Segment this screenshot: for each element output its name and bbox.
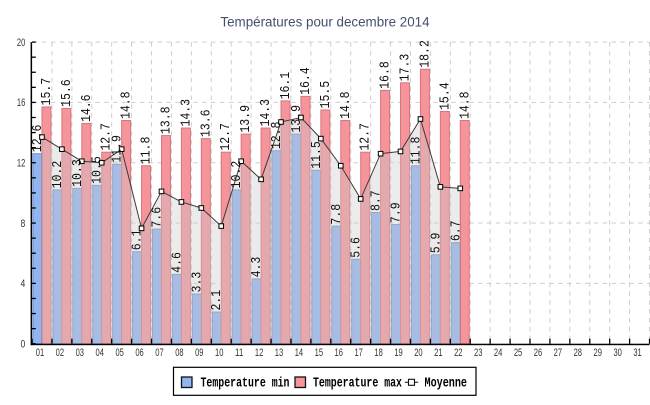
svg-text:14.3: 14.3 xyxy=(178,99,194,127)
svg-text:19: 19 xyxy=(394,347,402,359)
svg-text:09: 09 xyxy=(195,347,203,359)
svg-text:13.6: 13.6 xyxy=(198,110,214,138)
svg-text:06: 06 xyxy=(135,347,143,359)
svg-text:02: 02 xyxy=(56,347,64,359)
svg-text:12.8: 12.8 xyxy=(269,122,285,150)
svg-text:11: 11 xyxy=(235,347,243,359)
svg-text:4: 4 xyxy=(21,278,26,290)
svg-text:13.9: 13.9 xyxy=(238,105,254,133)
svg-text:17.3: 17.3 xyxy=(398,54,414,82)
svg-text:16.1: 16.1 xyxy=(278,72,294,100)
svg-text:Moyenne: Moyenne xyxy=(425,376,468,391)
svg-text:15.6: 15.6 xyxy=(59,79,75,107)
svg-text:7.8: 7.8 xyxy=(329,204,345,225)
svg-text:12.7: 12.7 xyxy=(99,123,115,151)
svg-text:0: 0 xyxy=(21,339,26,351)
svg-text:13: 13 xyxy=(275,347,283,359)
svg-text:08: 08 xyxy=(175,347,183,359)
svg-text:Temperature min: Temperature min xyxy=(201,376,290,391)
svg-text:31: 31 xyxy=(633,347,641,359)
svg-text:16.8: 16.8 xyxy=(378,61,394,89)
svg-text:14.8: 14.8 xyxy=(457,91,473,119)
svg-text:15: 15 xyxy=(315,347,323,359)
svg-text:10.2: 10.2 xyxy=(229,161,245,189)
svg-text:14.8: 14.8 xyxy=(119,91,135,119)
svg-text:16: 16 xyxy=(335,347,343,359)
svg-text:12: 12 xyxy=(17,158,25,170)
svg-text:11.9: 11.9 xyxy=(110,135,126,163)
svg-text:4.6: 4.6 xyxy=(169,252,185,273)
svg-text:8.7: 8.7 xyxy=(369,190,385,211)
svg-text:Températures pour decembre 201: Températures pour decembre 2014 xyxy=(220,15,430,30)
svg-text:6.1: 6.1 xyxy=(130,230,146,251)
svg-text:24: 24 xyxy=(494,347,502,359)
svg-text:16.4: 16.4 xyxy=(298,67,314,95)
svg-text:10.2: 10.2 xyxy=(50,161,66,189)
svg-text:20: 20 xyxy=(17,37,25,49)
svg-text:3.3: 3.3 xyxy=(189,272,205,293)
svg-text:5.6: 5.6 xyxy=(349,237,365,258)
svg-text:16: 16 xyxy=(17,97,25,109)
svg-text:7.6: 7.6 xyxy=(149,207,165,228)
svg-text:01: 01 xyxy=(36,347,44,359)
svg-text:13.9: 13.9 xyxy=(289,105,305,133)
svg-text:25: 25 xyxy=(514,347,522,359)
svg-text:29: 29 xyxy=(594,347,602,359)
svg-text:04: 04 xyxy=(96,347,104,359)
svg-text:07: 07 xyxy=(155,347,163,359)
svg-text:23: 23 xyxy=(474,347,482,359)
svg-text:18.2: 18.2 xyxy=(417,40,433,68)
svg-text:14.8: 14.8 xyxy=(338,91,354,119)
svg-text:03: 03 xyxy=(76,347,84,359)
svg-text:20: 20 xyxy=(414,347,422,359)
svg-text:28: 28 xyxy=(574,347,582,359)
svg-text:10.3: 10.3 xyxy=(70,159,86,187)
svg-text:05: 05 xyxy=(115,347,123,359)
svg-text:14.6: 14.6 xyxy=(79,94,95,122)
svg-text:10.5: 10.5 xyxy=(90,156,106,184)
svg-text:12.6: 12.6 xyxy=(30,125,46,153)
svg-text:12.7: 12.7 xyxy=(358,123,374,151)
svg-text:12: 12 xyxy=(255,347,263,359)
svg-text:15.7: 15.7 xyxy=(39,78,55,106)
svg-text:18: 18 xyxy=(374,347,382,359)
svg-text:27: 27 xyxy=(554,347,562,359)
svg-text:15.4: 15.4 xyxy=(437,82,453,110)
svg-text:5.9: 5.9 xyxy=(428,233,444,254)
svg-text:10: 10 xyxy=(215,347,223,359)
svg-text:Temperature max: Temperature max xyxy=(313,376,402,391)
svg-text:4.3: 4.3 xyxy=(249,257,265,278)
svg-text:12.7: 12.7 xyxy=(218,123,234,151)
svg-text:7.9: 7.9 xyxy=(389,202,405,223)
svg-text:11.5: 11.5 xyxy=(309,141,325,169)
svg-text:6.7: 6.7 xyxy=(448,220,464,241)
svg-text:13.8: 13.8 xyxy=(158,107,174,135)
svg-text:2.1: 2.1 xyxy=(209,290,225,311)
svg-text:14: 14 xyxy=(295,347,303,359)
svg-text:26: 26 xyxy=(534,347,542,359)
svg-text:21: 21 xyxy=(434,347,442,359)
svg-text:22: 22 xyxy=(454,347,462,359)
svg-text:8: 8 xyxy=(21,218,26,230)
svg-text:14.3: 14.3 xyxy=(258,99,274,127)
svg-text:15.5: 15.5 xyxy=(318,81,334,109)
svg-text:11.8: 11.8 xyxy=(408,137,424,165)
svg-text:17: 17 xyxy=(354,347,362,359)
svg-text:11.8: 11.8 xyxy=(139,137,155,165)
svg-text:30: 30 xyxy=(613,347,621,359)
